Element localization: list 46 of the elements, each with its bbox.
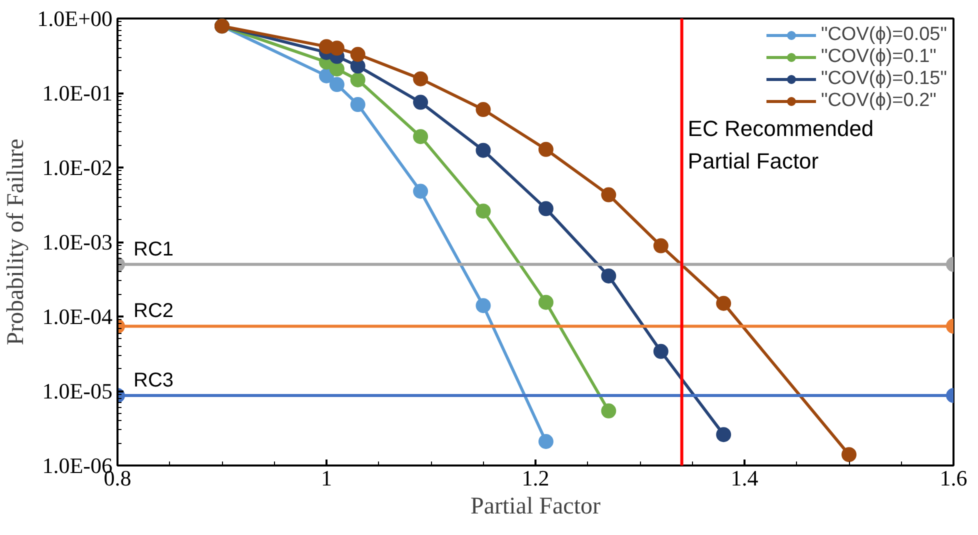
legend-label: "COV(ϕ)=0.05" bbox=[820, 24, 947, 46]
point bbox=[413, 129, 428, 144]
point bbox=[413, 71, 428, 86]
legend-label: "COV(ϕ)=0.2" bbox=[820, 90, 936, 112]
point bbox=[716, 427, 732, 442]
point bbox=[601, 403, 616, 418]
series-label: RC3 bbox=[134, 370, 174, 392]
point bbox=[538, 294, 554, 310]
point bbox=[653, 238, 668, 254]
point bbox=[413, 94, 428, 110]
point bbox=[601, 187, 616, 202]
point bbox=[329, 77, 344, 92]
y-tick-label: 1.0E-03 bbox=[42, 230, 112, 254]
y-tick-label: 1.0E-01 bbox=[42, 80, 112, 106]
series-label: RC2 bbox=[134, 300, 174, 322]
point bbox=[350, 46, 366, 62]
y-tick-label: 1.0E-05 bbox=[42, 378, 112, 404]
x-axis-title: Partial Factor bbox=[470, 494, 600, 520]
point bbox=[413, 184, 428, 199]
point bbox=[653, 344, 668, 359]
point bbox=[476, 204, 491, 219]
x-tick-label: 1 bbox=[321, 466, 332, 490]
x-tick-label: 1.2 bbox=[522, 466, 550, 490]
x-tick-label: 1.4 bbox=[730, 466, 758, 490]
x-tick-label: 1.6 bbox=[940, 466, 968, 490]
series-label: RC1 bbox=[134, 238, 174, 260]
y-tick-label: 1.0E-02 bbox=[42, 155, 112, 180]
point bbox=[329, 40, 344, 56]
point bbox=[350, 72, 366, 88]
legend-label: "COV(ϕ)=0.15" bbox=[820, 68, 947, 90]
point bbox=[476, 298, 491, 314]
point bbox=[716, 296, 732, 311]
point bbox=[329, 62, 344, 76]
point bbox=[476, 142, 491, 158]
point bbox=[538, 201, 554, 216]
legend-label: "COV(ϕ)=0.1" bbox=[820, 46, 936, 68]
point bbox=[476, 102, 491, 118]
y-tick-label: 1.0E+00 bbox=[37, 6, 113, 31]
point bbox=[538, 434, 554, 449]
point bbox=[350, 97, 366, 112]
y-axis-title: Probability of Failure bbox=[3, 138, 30, 346]
point bbox=[538, 142, 554, 157]
point bbox=[601, 268, 616, 284]
ref-line-label: EC Recommended Partial Factor bbox=[688, 116, 874, 174]
y-tick-label: 1.0E-04 bbox=[42, 304, 112, 329]
point bbox=[842, 447, 856, 462]
